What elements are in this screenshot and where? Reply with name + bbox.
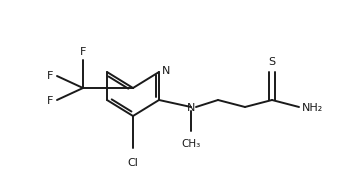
Text: F: F	[80, 47, 86, 57]
Text: NH₂: NH₂	[302, 103, 323, 113]
Text: F: F	[47, 96, 53, 106]
Text: CH₃: CH₃	[181, 139, 201, 149]
Text: S: S	[268, 57, 276, 67]
Text: F: F	[47, 71, 53, 81]
Text: N: N	[187, 103, 195, 113]
Text: Cl: Cl	[128, 158, 139, 168]
Text: N: N	[162, 66, 170, 76]
